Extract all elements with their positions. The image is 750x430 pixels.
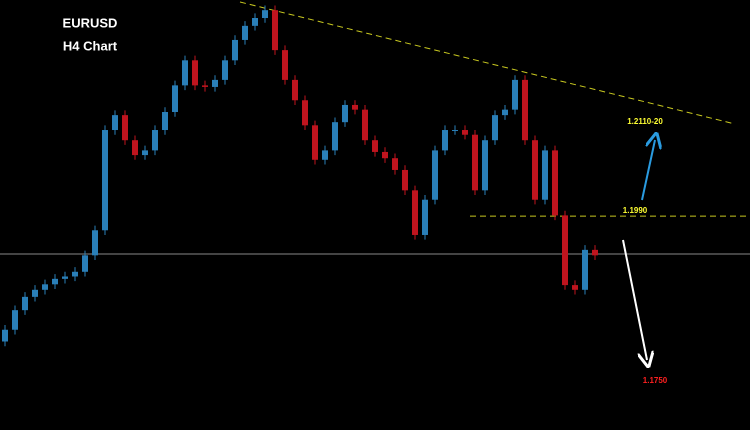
candle-body xyxy=(292,79,298,101)
candle-body xyxy=(582,249,588,290)
candle-body xyxy=(72,271,78,277)
candle-body xyxy=(122,115,128,141)
candle-body xyxy=(352,104,358,110)
candle-body xyxy=(172,85,178,113)
candle-body xyxy=(2,329,8,342)
target-label: 1.2110-20 xyxy=(627,117,663,126)
candle-body xyxy=(312,125,318,160)
candle-body xyxy=(112,115,118,131)
candle-body xyxy=(362,109,368,141)
candle-body xyxy=(532,140,538,200)
candle-body xyxy=(382,151,388,159)
candle-body xyxy=(242,25,248,40)
candle-body xyxy=(272,10,278,51)
candle-body xyxy=(402,169,408,191)
candle-body xyxy=(192,60,198,86)
level-label: 1.1990 xyxy=(623,206,648,215)
candle-body xyxy=(182,60,188,86)
candle-body xyxy=(222,60,228,80)
candle-body xyxy=(372,140,378,152)
candle-body xyxy=(332,122,338,151)
candle-body xyxy=(562,215,568,286)
candle-body xyxy=(592,249,598,256)
candle-body xyxy=(62,276,68,279)
candle-body xyxy=(102,130,108,231)
candle-body xyxy=(422,199,428,235)
candle-body xyxy=(462,130,468,135)
candle-body xyxy=(252,18,258,26)
candle-body xyxy=(502,109,508,116)
down-arrow xyxy=(622,239,647,360)
candle-body xyxy=(522,79,528,141)
candle-body xyxy=(342,104,348,123)
candle-body xyxy=(282,50,288,80)
candle-body xyxy=(232,39,238,61)
candle-body xyxy=(22,296,28,311)
candle-body xyxy=(412,190,418,235)
candle-body xyxy=(302,100,308,126)
candle-body xyxy=(572,285,578,290)
candle-body xyxy=(262,10,268,19)
candle-body xyxy=(482,140,488,191)
candle-body xyxy=(392,158,398,170)
candle-body xyxy=(202,85,208,87)
up-arrow xyxy=(641,140,655,201)
candle-body xyxy=(432,150,438,200)
candle-body xyxy=(212,79,218,87)
candle-body xyxy=(92,230,98,256)
trend-line xyxy=(239,1,736,125)
candle-body xyxy=(492,115,498,141)
candle-body xyxy=(152,130,158,151)
candle-body xyxy=(12,310,18,330)
candle-body xyxy=(542,150,548,200)
candle-body xyxy=(512,79,518,110)
candle-body xyxy=(52,278,58,285)
candle-body xyxy=(82,255,88,272)
candle-body xyxy=(552,150,558,216)
candle-body xyxy=(442,130,448,151)
target-label: 1.1750 xyxy=(643,376,668,385)
candle-body xyxy=(142,150,148,156)
candle-body xyxy=(472,134,478,191)
candle-body xyxy=(162,112,168,131)
chart-subtitle: H4 Chart xyxy=(63,38,118,53)
candle-body xyxy=(132,140,138,156)
chart-title: EURUSD xyxy=(63,15,118,30)
candle-body xyxy=(32,289,38,297)
candle-body xyxy=(42,284,48,290)
candle-body xyxy=(322,150,328,160)
candle-body xyxy=(452,130,458,132)
